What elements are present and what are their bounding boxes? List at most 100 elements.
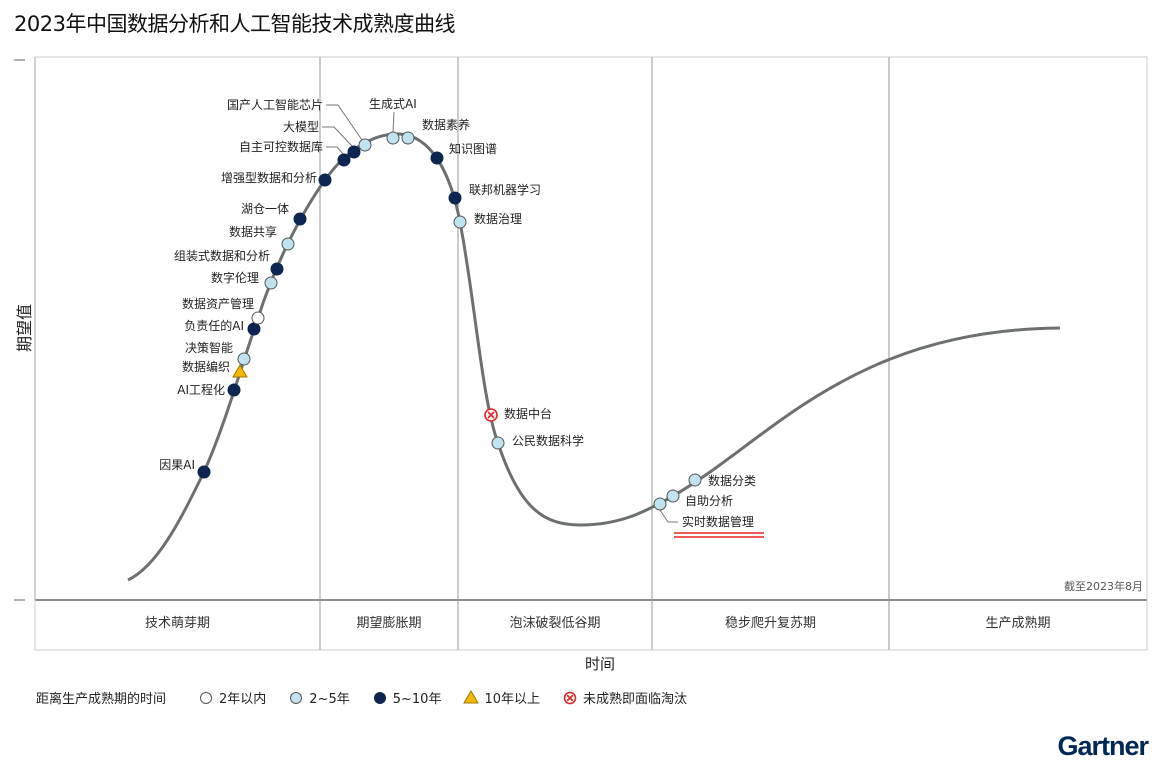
item-1: AI工程化: [177, 382, 241, 397]
legend-label: 2~5年: [309, 692, 350, 707]
item-label: AI工程化: [177, 382, 225, 397]
legend-label: 2年以内: [219, 692, 267, 707]
item-label: 自助分析: [685, 494, 733, 508]
item-label: 数据编织: [182, 359, 230, 374]
item-label: 数据中台: [504, 406, 552, 421]
legend-marker-icon: [290, 691, 303, 704]
legend-item-5to10: 5~10年: [372, 688, 442, 707]
legend-item-obsolete: 未成熟即面临淘汰: [562, 688, 687, 707]
legend-title: 距离生产成熟期的时间: [36, 688, 166, 707]
x-axis-label: 时间: [585, 655, 615, 673]
as-of-label: 截至2023年8月: [1064, 579, 1143, 593]
circle-marker-icon: [293, 212, 307, 226]
item-label: 负责任的AI: [184, 318, 244, 333]
circle-marker-icon: [386, 131, 400, 145]
phase-label: 期望膨胀期: [356, 615, 421, 631]
legend-marker-icon: [200, 691, 213, 704]
item-5: 数据资产管理: [182, 296, 265, 325]
item-9: 湖仓一体: [241, 201, 307, 226]
items: 因果AI AI工程化 数据编织 决策智能 负责任的AI 数据资产管理 数字伦理 组装式数据和分…: [159, 97, 764, 538]
item-8: 数据共享: [229, 224, 295, 251]
item-2: 数据编织: [182, 359, 248, 378]
circle-marker-icon: [337, 153, 351, 167]
legend-marker-icon: [463, 689, 480, 703]
hype-curve: [127, 132, 1061, 582]
legend-marker-icon: [373, 691, 386, 704]
circle-marker-icon: [290, 691, 303, 704]
item-4: 负责任的AI: [184, 318, 261, 336]
x-mark-icon: [487, 411, 495, 419]
item-label: 数据共享: [229, 224, 277, 239]
item-label: 大模型: [283, 120, 319, 134]
phase-band: 技术萌芽期 期望膨胀期 泡沫破裂低谷期 稳步爬升复苏期 生产成熟期: [35, 57, 1147, 651]
item-label: 联邦机器学习: [469, 182, 541, 197]
leader-line: [392, 111, 395, 133]
item-label: 组装式数据和分析: [174, 248, 270, 263]
circle-marker-icon: [401, 131, 415, 145]
circle-marker-icon: [688, 473, 702, 487]
leader-line: [322, 126, 353, 147]
circle-marker-icon: [373, 691, 386, 704]
item-label: 数据治理: [474, 211, 522, 226]
legend-title-text: 距离生产成熟期的时间: [36, 692, 167, 707]
item-17: 联邦机器学习: [448, 182, 541, 205]
item-label: 数据资产管理: [182, 296, 254, 311]
phase-label: 稳步爬升复苏期: [725, 615, 816, 631]
item-14: 生成式AI: [369, 97, 417, 145]
item-6: 数字伦理: [211, 270, 278, 290]
y-axis-label: 期望值: [15, 304, 34, 352]
item-label: 实时数据管理: [682, 514, 754, 529]
item-label: 数据素养: [422, 117, 470, 132]
circle-marker-icon: [200, 691, 213, 704]
item-22: 自助分析: [666, 489, 733, 508]
item-label: 生成式AI: [369, 97, 417, 111]
circle-marker-icon: [318, 173, 332, 187]
x-mark-icon: [566, 694, 574, 701]
legend-item-lt2: 2年以内: [198, 688, 266, 707]
item-label: 数据分类: [708, 473, 756, 488]
item-11: 自主可控数据库: [239, 139, 351, 167]
item-23: 数据分类: [688, 473, 756, 488]
circle-marker-icon: [197, 465, 211, 479]
triangle-marker-icon: [463, 689, 480, 703]
legend-label: 5~10年: [392, 692, 442, 707]
legend-marker-icon: [563, 691, 577, 704]
item-20: 公民数据科学: [491, 433, 584, 450]
item-13: 国产人工智能芯片: [227, 97, 372, 152]
item-label: 知识图谱: [449, 142, 497, 156]
item-18: 数据治理: [453, 211, 522, 229]
circle-marker-icon: [264, 276, 278, 290]
circle-marker-icon: [358, 138, 372, 152]
circle-marker-icon: [430, 151, 444, 165]
item-label: 数字伦理: [211, 270, 259, 285]
legend-item-gt10: 10年以上: [463, 688, 540, 707]
circle-marker-icon: [227, 383, 241, 397]
circle-marker-icon: [448, 191, 462, 205]
circle-marker-icon: [281, 237, 295, 251]
item-7: 组装式数据和分析: [174, 248, 284, 276]
item-12: 大模型: [283, 120, 361, 159]
item-label: 国产人工智能芯片: [227, 97, 323, 112]
circle-marker-icon: [270, 262, 284, 276]
circle-marker-icon: [247, 322, 261, 336]
chart-title: 2023年中国数据分析和人工智能技术成熟度曲线: [14, 12, 455, 36]
legend-label: 未成熟即面临淘汰: [583, 692, 688, 707]
circle-marker-icon: [347, 145, 361, 159]
item-15: 数据素养: [401, 117, 470, 145]
circle-marker-icon: [653, 497, 667, 511]
phase-label: 技术萌芽期: [145, 616, 210, 631]
axes: [14, 56, 1148, 651]
leader-line: [659, 509, 678, 523]
legend: 距离生产成熟期的时间 2年以内 2~5年 5~10年 10年以上 未成熟即面临淘汰: [36, 688, 687, 707]
gartner-logo: Gartner: [1057, 731, 1149, 761]
leader-line: [326, 146, 345, 156]
item-label: 公民数据科学: [512, 433, 584, 448]
circle-marker-icon: [251, 311, 265, 325]
circle-marker-icon: [453, 215, 467, 229]
phase-label: 生产成熟期: [985, 615, 1050, 631]
circle-marker-icon: [666, 489, 680, 503]
legend-item-2to5: 2~5年: [288, 688, 350, 707]
item-label: 湖仓一体: [241, 201, 289, 216]
phase-label: 泡沫破裂低谷期: [509, 616, 600, 631]
item-16: 知识图谱: [430, 142, 497, 165]
